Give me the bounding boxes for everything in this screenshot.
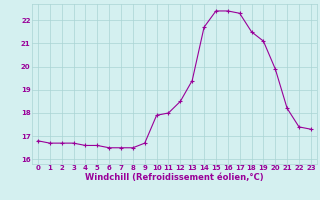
X-axis label: Windchill (Refroidissement éolien,°C): Windchill (Refroidissement éolien,°C) (85, 173, 264, 182)
